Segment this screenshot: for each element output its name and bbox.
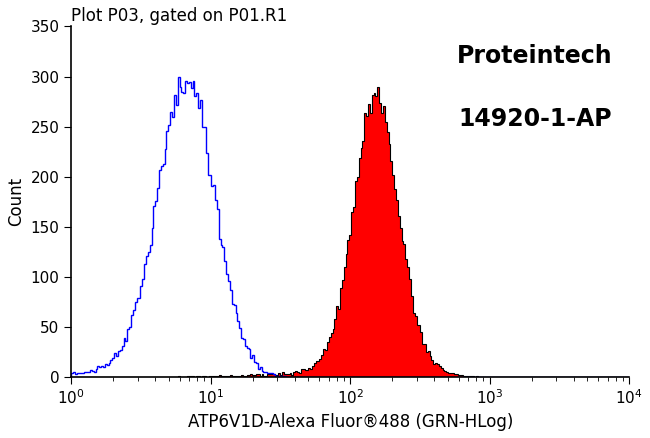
X-axis label: ATP6V1D-Alexa Fluor®488 (GRN-HLog): ATP6V1D-Alexa Fluor®488 (GRN-HLog) <box>188 413 513 431</box>
Text: 14920-1-AP: 14920-1-AP <box>459 107 612 131</box>
Y-axis label: Count: Count <box>7 177 25 226</box>
Text: Plot P03, gated on P01.R1: Plot P03, gated on P01.R1 <box>72 7 287 25</box>
Text: Proteintech: Proteintech <box>457 44 612 68</box>
